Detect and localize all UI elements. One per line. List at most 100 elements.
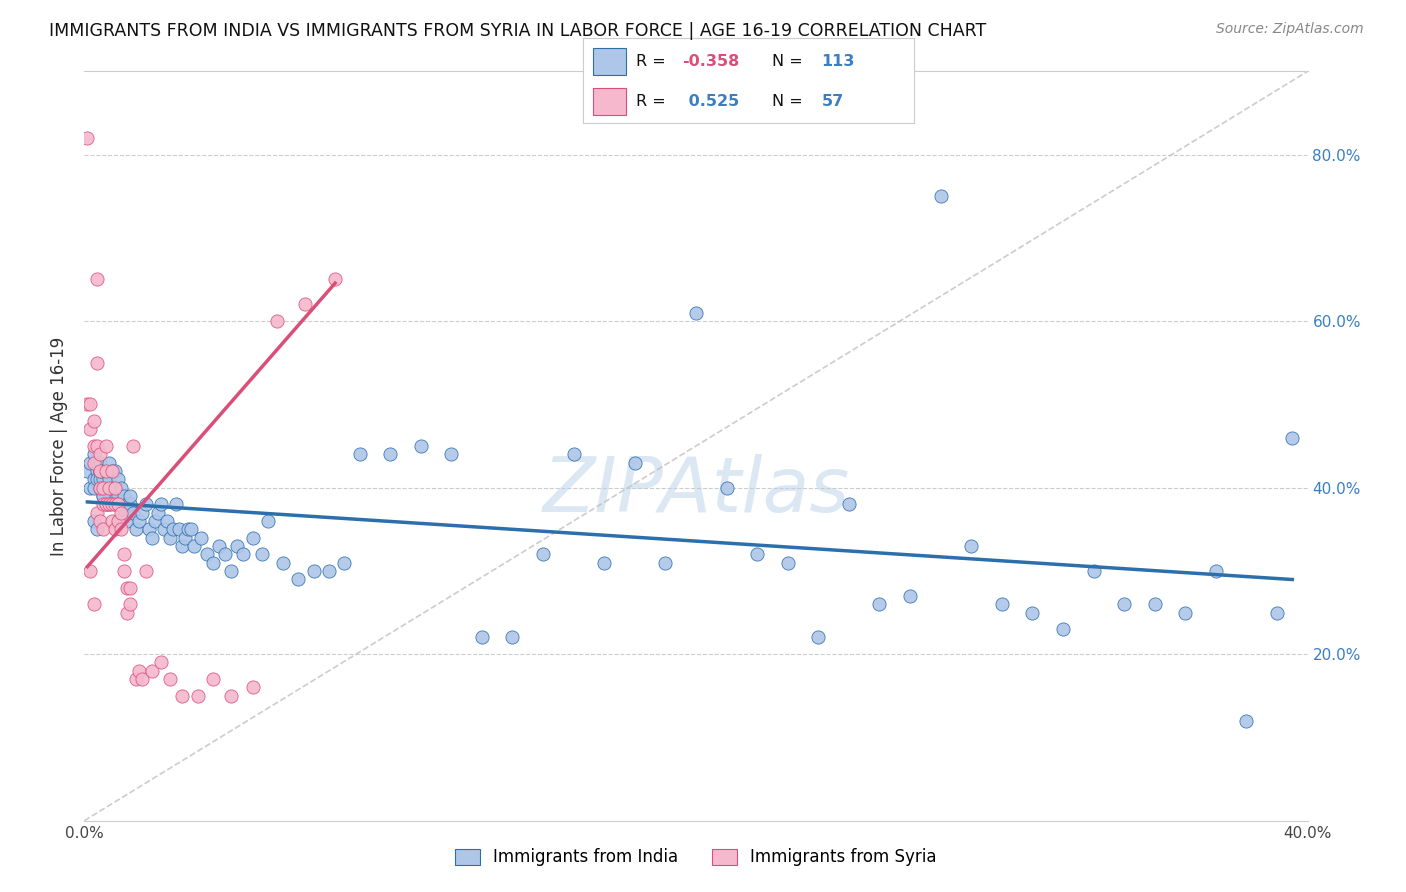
Point <box>1265 606 1288 620</box>
Point <box>257 514 280 528</box>
Point <box>149 497 172 511</box>
Point <box>115 581 138 595</box>
Point <box>89 456 111 470</box>
Point <box>172 539 194 553</box>
Point <box>624 456 647 470</box>
Point <box>79 564 101 578</box>
Point <box>76 131 98 145</box>
Text: R =: R = <box>637 94 671 109</box>
Point <box>219 689 242 703</box>
Point <box>531 547 554 561</box>
Point <box>120 597 142 611</box>
Point <box>219 564 242 578</box>
Point <box>110 481 132 495</box>
Point <box>654 556 676 570</box>
Point <box>83 597 105 611</box>
Point <box>807 631 830 645</box>
Point <box>101 489 124 503</box>
Point <box>110 506 132 520</box>
Point <box>110 522 132 536</box>
Point <box>94 439 117 453</box>
Point <box>471 631 494 645</box>
Point <box>101 464 124 478</box>
Point <box>79 456 101 470</box>
Point <box>115 497 138 511</box>
Point <box>97 472 120 486</box>
Point <box>593 556 616 570</box>
Point <box>86 439 108 453</box>
Text: -0.358: -0.358 <box>683 54 740 69</box>
FancyBboxPatch shape <box>593 47 627 75</box>
Point <box>104 464 127 478</box>
Point <box>83 514 105 528</box>
Point <box>747 547 769 561</box>
Point <box>1281 431 1303 445</box>
Point <box>180 522 202 536</box>
Point <box>232 547 254 561</box>
Point <box>208 539 231 553</box>
Point <box>1174 606 1197 620</box>
Point <box>153 522 176 536</box>
Point <box>89 481 111 495</box>
Point <box>149 656 172 670</box>
Point <box>409 439 432 453</box>
Point <box>91 472 114 486</box>
Point <box>991 597 1014 611</box>
Point <box>83 439 105 453</box>
Point <box>97 456 120 470</box>
Point <box>838 497 860 511</box>
Point <box>86 272 108 286</box>
Point <box>143 514 166 528</box>
Point <box>1143 597 1166 611</box>
Point <box>91 464 114 478</box>
Point <box>91 481 114 495</box>
Point <box>131 506 153 520</box>
Point <box>89 472 111 486</box>
Point <box>138 522 160 536</box>
Point <box>287 572 309 586</box>
Text: 57: 57 <box>821 94 844 109</box>
Point <box>159 531 181 545</box>
Point <box>502 631 524 645</box>
Point <box>83 414 105 428</box>
Point <box>135 564 157 578</box>
Point <box>349 447 371 461</box>
Point <box>226 539 249 553</box>
Point <box>115 606 138 620</box>
Text: ZIPAtlas: ZIPAtlas <box>543 454 849 528</box>
Point <box>1205 564 1227 578</box>
Point <box>76 464 98 478</box>
Point <box>94 497 117 511</box>
Point <box>201 672 224 686</box>
Point <box>165 497 187 511</box>
Point <box>685 306 707 320</box>
Point <box>97 497 120 511</box>
Point <box>266 314 288 328</box>
Point <box>97 497 120 511</box>
Point <box>156 514 179 528</box>
Text: N =: N = <box>772 54 807 69</box>
Point <box>86 456 108 470</box>
Point <box>159 672 181 686</box>
Point <box>122 439 145 453</box>
Point <box>104 497 127 511</box>
Point <box>250 547 273 561</box>
Point <box>104 481 127 495</box>
Text: IMMIGRANTS FROM INDIA VS IMMIGRANTS FROM SYRIA IN LABOR FORCE | AGE 16-19 CORREL: IMMIGRANTS FROM INDIA VS IMMIGRANTS FROM… <box>49 22 987 40</box>
Point <box>107 497 129 511</box>
Point <box>107 489 129 503</box>
Point <box>125 672 148 686</box>
Point <box>141 531 163 545</box>
Point <box>112 564 135 578</box>
Point <box>1083 564 1105 578</box>
Text: 113: 113 <box>821 54 855 69</box>
Point <box>174 531 197 545</box>
Point <box>83 447 105 461</box>
Point <box>271 556 294 570</box>
Point <box>242 681 264 695</box>
Point <box>115 514 138 528</box>
Point <box>89 447 111 461</box>
FancyBboxPatch shape <box>593 87 627 114</box>
Text: 0.525: 0.525 <box>683 94 740 109</box>
Point <box>1021 606 1043 620</box>
